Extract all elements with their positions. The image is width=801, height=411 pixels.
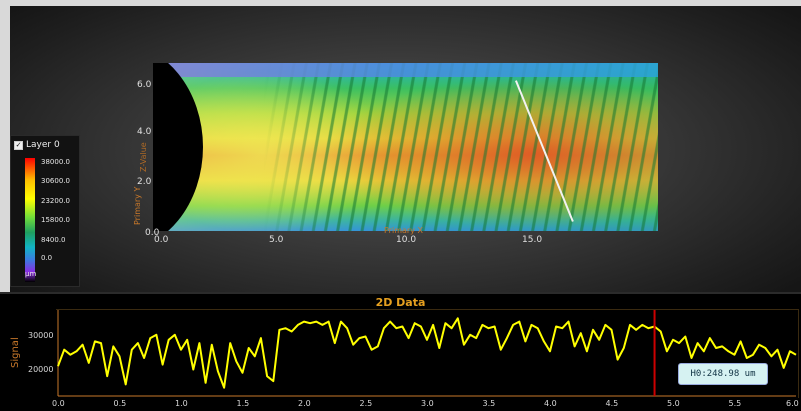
legend-tick: 23200.0 xyxy=(41,197,70,205)
map-y-tick: 6.0 xyxy=(137,80,152,90)
legend-tick: 8400.0 xyxy=(41,236,66,244)
x-tick-label: 4.5 xyxy=(605,399,619,408)
map-x-axis-title: Primary X xyxy=(384,226,423,235)
legend-tick: 30600.0 xyxy=(41,177,70,185)
signal-series-line xyxy=(57,317,797,389)
x-tick-label: 0.0 xyxy=(52,399,65,408)
x-tick-label: 3.5 xyxy=(482,399,496,408)
profile-y-axis-title: Signal xyxy=(10,337,21,368)
ridge-pattern xyxy=(153,63,658,231)
legend-unit: µm xyxy=(25,270,37,278)
legend-tick: 38000.0 xyxy=(41,158,70,166)
marker-readout: H0:248.98 um xyxy=(678,363,768,385)
map-x-tick: 10.0 xyxy=(396,235,417,245)
map-x-tick: 15.0 xyxy=(522,235,543,245)
map-y-tick: 0.0 xyxy=(145,228,160,238)
legend-color-bar xyxy=(25,158,35,282)
map-top-band xyxy=(153,63,658,77)
legend-layer-label: Layer 0 xyxy=(26,140,60,150)
map-y-tick: 4.0 xyxy=(137,127,152,137)
x-tick-label: 2.0 xyxy=(298,399,311,408)
legend-layer-toggle[interactable]: ✓ Layer 0 xyxy=(14,140,60,150)
x-tick-label: 3.0 xyxy=(421,399,434,408)
panel-separator xyxy=(0,292,801,294)
x-tick-label: 1.5 xyxy=(236,399,250,408)
y-tick-label: 20000 xyxy=(28,364,54,374)
x-tick-label: 1.0 xyxy=(175,399,188,408)
surface-map[interactable] xyxy=(153,63,658,231)
x-tick-label: 6.0 xyxy=(786,399,799,408)
window-left-edge xyxy=(0,0,10,411)
x-tick-label: 4.0 xyxy=(544,399,557,408)
color-legend: ✓ Layer 0 38000.0 30600.0 23200.0 15800.… xyxy=(10,135,80,287)
x-tick-label: 5.5 xyxy=(728,399,742,408)
x-tick-label: 5.0 xyxy=(667,399,680,408)
y-tick-label: 30000 xyxy=(28,331,54,341)
legend-tick: 15800.0 xyxy=(41,216,70,224)
legend-tick: 0.0 xyxy=(41,254,53,262)
window-top-edge xyxy=(0,0,801,6)
map-x-tick: 5.0 xyxy=(269,235,284,245)
profile-chart-title: 2D Data xyxy=(375,296,426,309)
layer-checkbox[interactable]: ✓ xyxy=(14,140,23,150)
x-tick-label: 0.5 xyxy=(113,399,127,408)
map-y-tick: 2.0 xyxy=(137,177,152,187)
map-x-tick: 0.0 xyxy=(154,235,169,245)
x-tick-label: 2.5 xyxy=(359,399,373,408)
